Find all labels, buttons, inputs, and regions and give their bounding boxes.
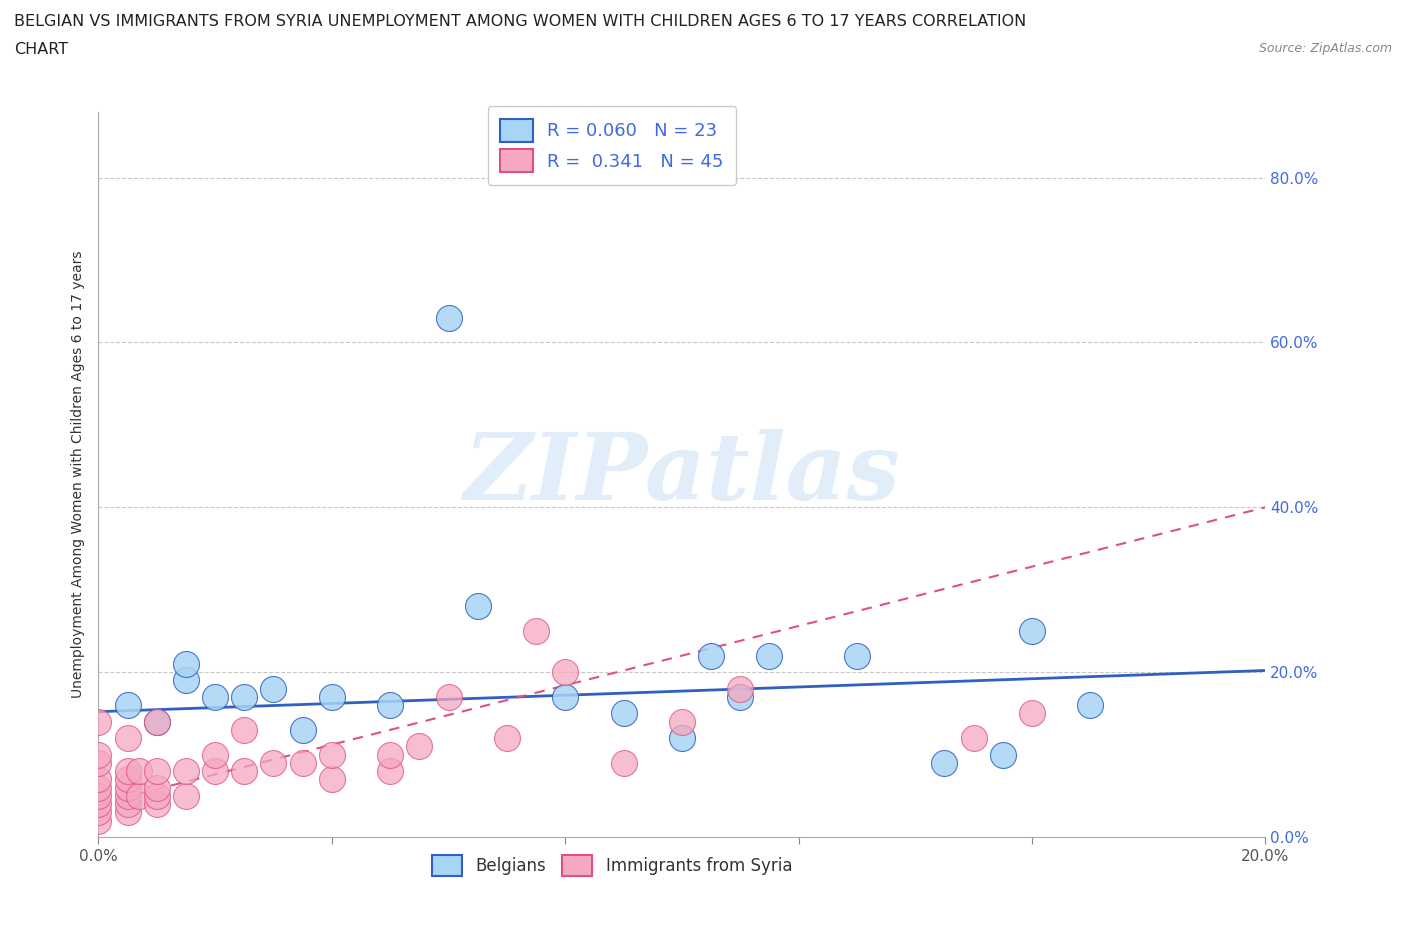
Point	[291, 755, 314, 770]
Point	[146, 789, 169, 804]
Point	[437, 311, 460, 325]
Point	[321, 747, 343, 762]
Point	[117, 698, 139, 712]
Point	[87, 804, 110, 819]
Point	[87, 772, 110, 787]
Point	[128, 789, 150, 804]
Point	[524, 623, 547, 638]
Point	[146, 797, 169, 812]
Point	[87, 789, 110, 804]
Point	[730, 681, 752, 696]
Point	[1021, 706, 1043, 721]
Point	[87, 714, 110, 729]
Point	[262, 681, 284, 696]
Point	[380, 764, 402, 778]
Point	[554, 689, 576, 704]
Point	[321, 689, 343, 704]
Point	[117, 804, 139, 819]
Point	[291, 723, 314, 737]
Y-axis label: Unemployment Among Women with Children Ages 6 to 17 years: Unemployment Among Women with Children A…	[70, 250, 84, 698]
Point	[174, 657, 197, 671]
Point	[87, 780, 110, 795]
Point	[146, 714, 169, 729]
Point	[204, 689, 226, 704]
Point	[934, 755, 956, 770]
Point	[612, 755, 634, 770]
Point	[380, 747, 402, 762]
Point	[233, 723, 256, 737]
Point	[146, 764, 169, 778]
Point	[496, 731, 519, 746]
Point	[174, 789, 197, 804]
Text: CHART: CHART	[14, 42, 67, 57]
Text: Source: ZipAtlas.com: Source: ZipAtlas.com	[1258, 42, 1392, 55]
Point	[128, 764, 150, 778]
Point	[233, 764, 256, 778]
Point	[262, 755, 284, 770]
Point	[146, 714, 169, 729]
Point	[117, 772, 139, 787]
Point	[730, 689, 752, 704]
Point	[437, 689, 460, 704]
Point	[117, 789, 139, 804]
Point	[408, 738, 430, 753]
Point	[321, 772, 343, 787]
Point	[174, 673, 197, 688]
Point	[671, 731, 693, 746]
Point	[87, 813, 110, 828]
Text: BELGIAN VS IMMIGRANTS FROM SYRIA UNEMPLOYMENT AMONG WOMEN WITH CHILDREN AGES 6 T: BELGIAN VS IMMIGRANTS FROM SYRIA UNEMPLO…	[14, 14, 1026, 29]
Point	[554, 665, 576, 680]
Point	[612, 706, 634, 721]
Point	[233, 689, 256, 704]
Point	[846, 648, 869, 663]
Point	[962, 731, 984, 746]
Point	[117, 764, 139, 778]
Text: ZIPatlas: ZIPatlas	[464, 430, 900, 519]
Legend: Belgians, Immigrants from Syria: Belgians, Immigrants from Syria	[425, 848, 799, 884]
Point	[671, 714, 693, 729]
Point	[467, 599, 489, 614]
Point	[380, 698, 402, 712]
Point	[174, 764, 197, 778]
Point	[204, 764, 226, 778]
Point	[117, 797, 139, 812]
Point	[146, 780, 169, 795]
Point	[117, 731, 139, 746]
Point	[1080, 698, 1102, 712]
Point	[1021, 623, 1043, 638]
Point	[87, 797, 110, 812]
Point	[758, 648, 780, 663]
Point	[87, 755, 110, 770]
Point	[117, 780, 139, 795]
Point	[87, 747, 110, 762]
Point	[700, 648, 723, 663]
Point	[204, 747, 226, 762]
Point	[991, 747, 1014, 762]
